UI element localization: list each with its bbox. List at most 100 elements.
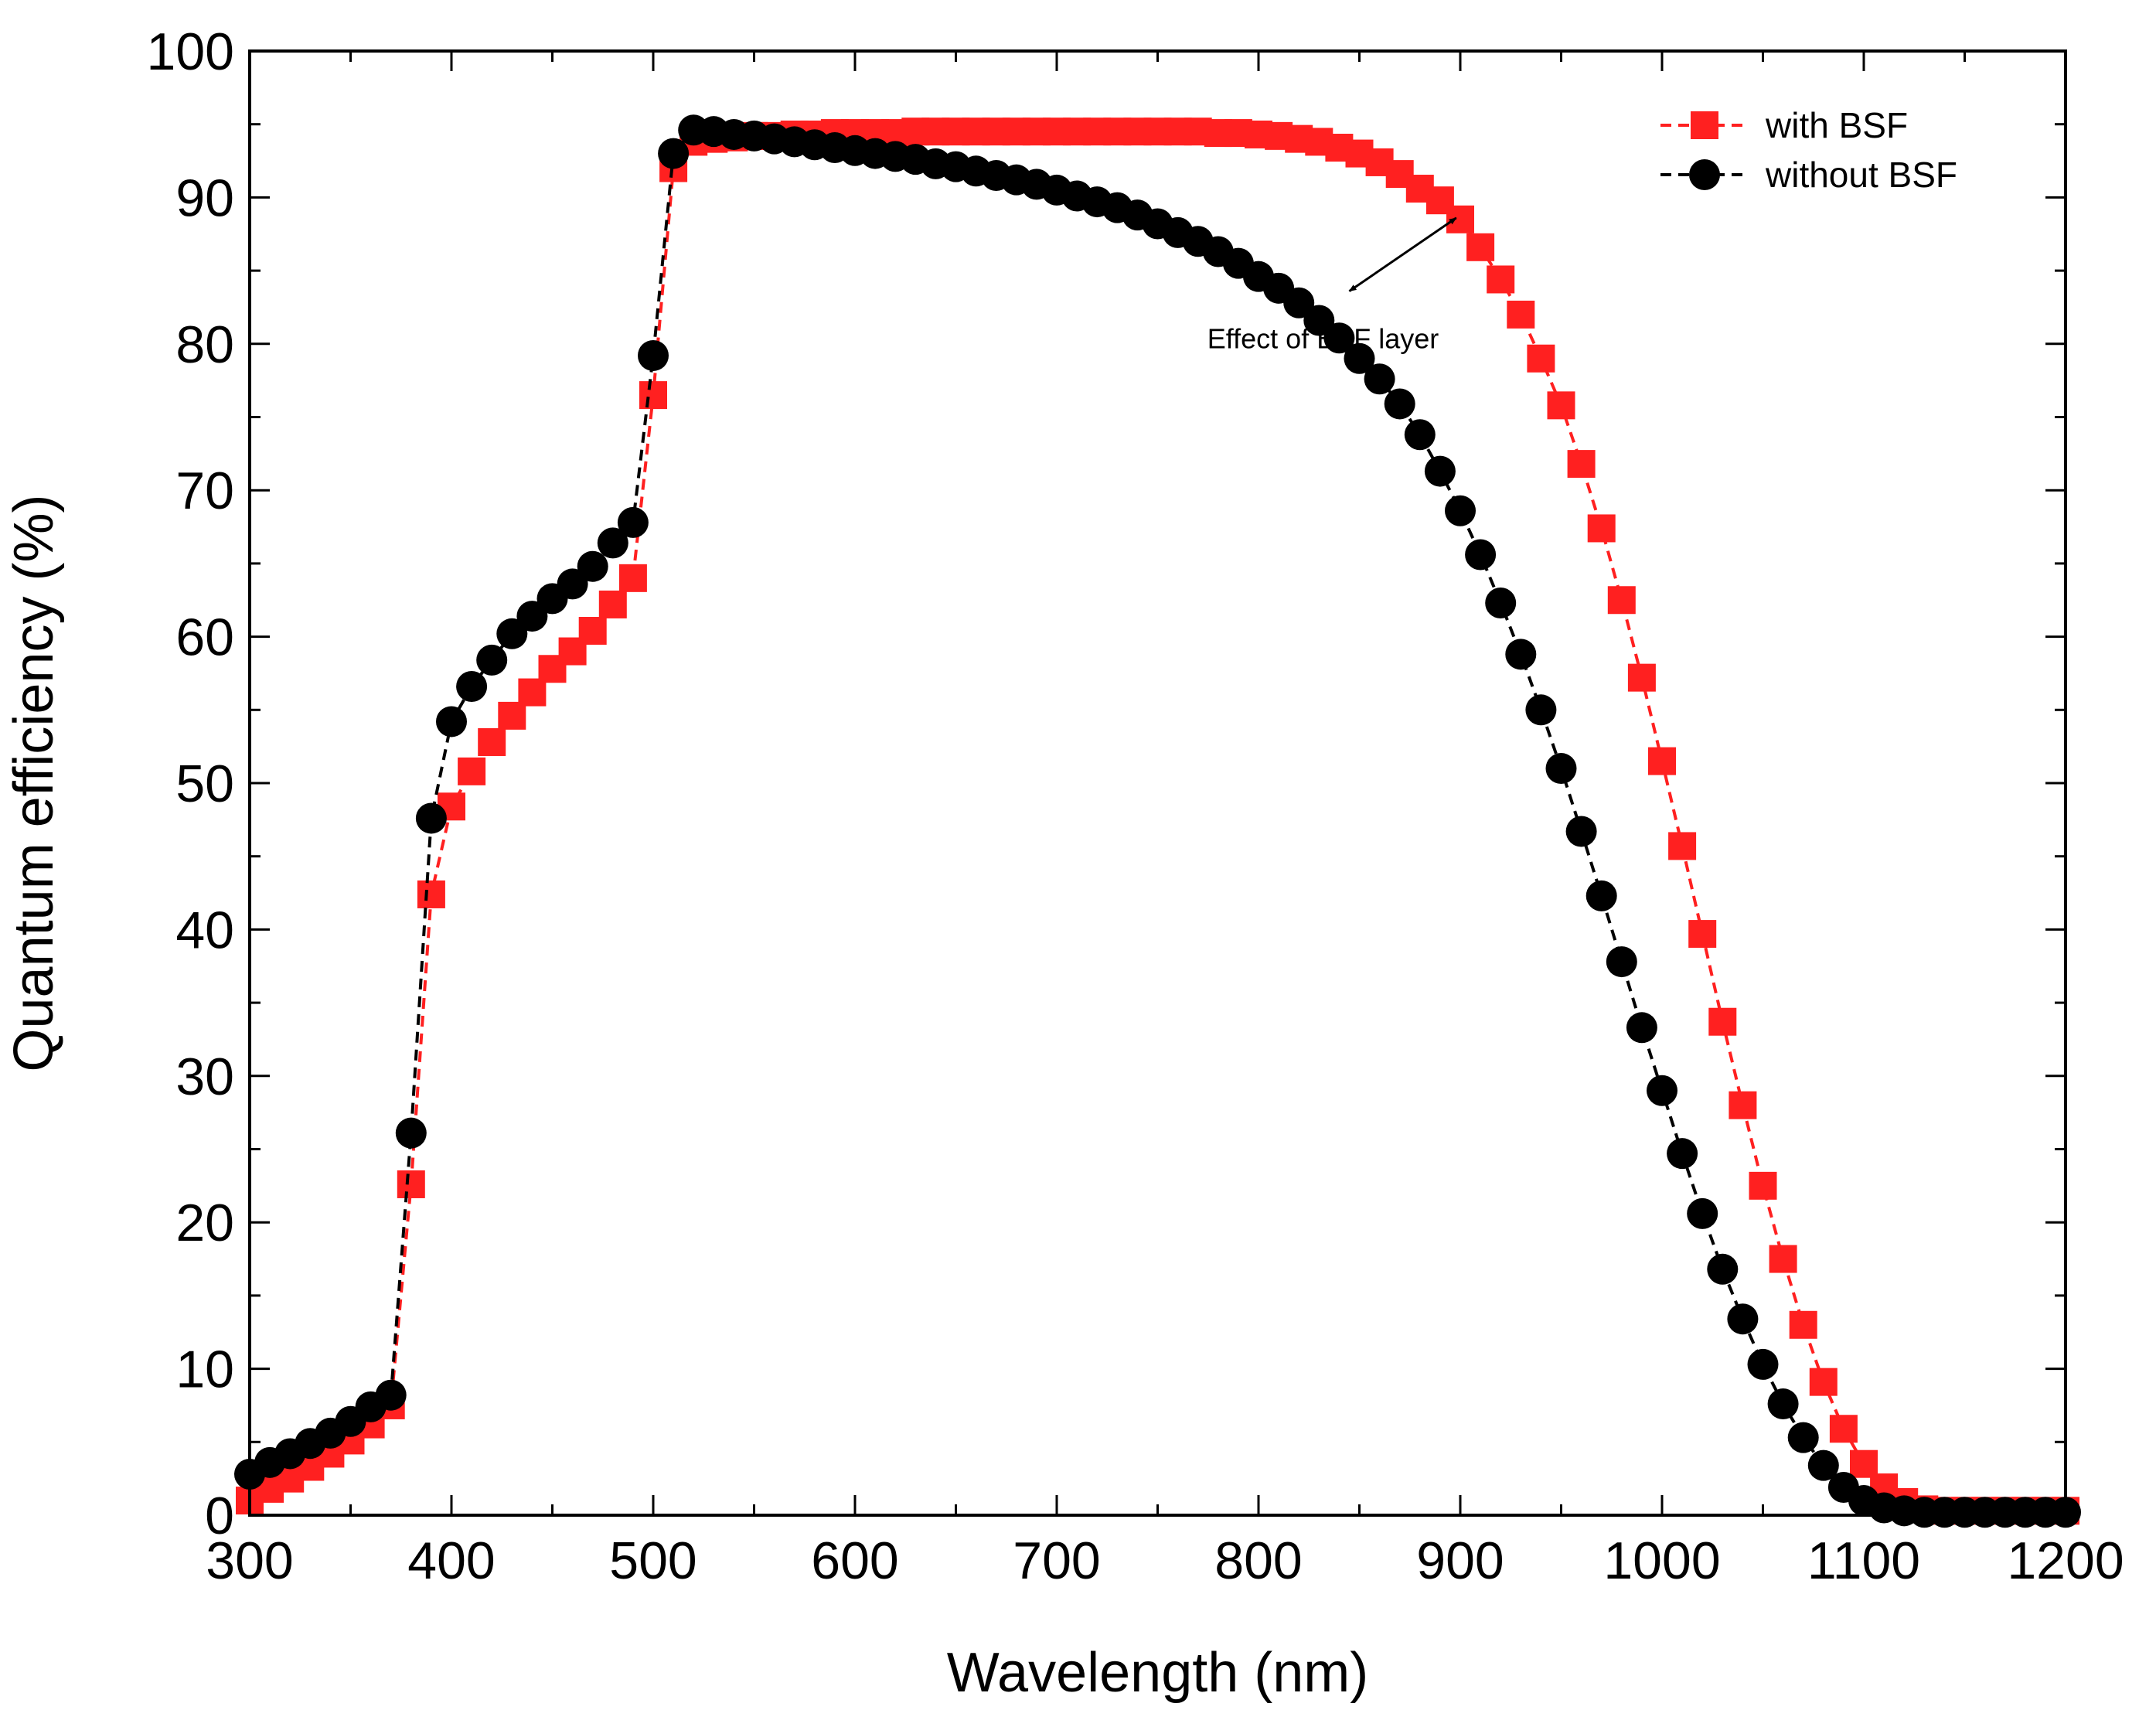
- data-point: [1525, 694, 1557, 726]
- y-tick-label: 40: [175, 901, 234, 959]
- data-point: [578, 617, 607, 645]
- data-point: [617, 506, 649, 538]
- data-point: [1507, 300, 1535, 329]
- data-point: [1384, 388, 1415, 420]
- data-point: [1749, 1171, 1777, 1200]
- legend-marker-square: [1691, 111, 1718, 139]
- y-axis-label: Quantum efficiency (%): [3, 495, 65, 1072]
- data-point: [516, 601, 548, 632]
- data-point: [1626, 1012, 1657, 1044]
- x-tick-label: 500: [609, 1531, 697, 1590]
- x-tick-label: 1000: [1603, 1531, 1720, 1590]
- data-point: [557, 568, 588, 600]
- data-point: [1789, 1310, 1817, 1339]
- y-tick-label: 60: [175, 608, 234, 667]
- x-tick-label: 1200: [2007, 1531, 2124, 1590]
- y-tick-label: 100: [147, 22, 234, 81]
- y-tick-label: 80: [175, 315, 234, 374]
- data-point: [1283, 287, 1315, 318]
- legend-entry-with-bsf: with BSF: [1660, 105, 1908, 145]
- x-tick-label: 600: [811, 1531, 898, 1590]
- data-point: [1807, 1449, 1839, 1481]
- data-point: [1545, 753, 1577, 785]
- data-point: [458, 757, 486, 785]
- data-point: [618, 564, 647, 592]
- data-point: [1687, 1197, 1718, 1229]
- data-point: [1303, 305, 1335, 336]
- legend-entry-without-bsf: without BSF: [1660, 155, 1957, 195]
- x-tick-label: 700: [1013, 1531, 1100, 1590]
- data-point: [436, 706, 467, 737]
- data-point: [1708, 1007, 1737, 1036]
- annotation-arrow: [1348, 216, 1457, 292]
- legend-marker-circle: [1689, 159, 1720, 190]
- data-point: [1747, 1348, 1779, 1380]
- data-point: [1404, 419, 1436, 451]
- data-point: [1547, 391, 1575, 420]
- data-point: [658, 138, 690, 169]
- plot-area-frame: [248, 49, 2067, 1517]
- data-point: [1647, 1075, 1677, 1106]
- y-tick-label: 30: [175, 1047, 234, 1106]
- series-layer: [234, 114, 2081, 1528]
- data-point: [496, 618, 528, 649]
- data-point: [417, 880, 445, 908]
- legend-label-without-bsf: without BSF: [1765, 155, 1957, 195]
- data-point: [476, 644, 508, 676]
- y-tick-label: 0: [205, 1487, 234, 1545]
- data-point: [1767, 1388, 1799, 1420]
- data-point: [1466, 233, 1495, 261]
- annotation-text: Effect of BSF layer: [1207, 322, 1439, 354]
- data-point: [1587, 514, 1616, 543]
- data-point: [1829, 1415, 1858, 1443]
- x-tick-label: 1100: [1807, 1531, 1920, 1590]
- data-point: [1688, 920, 1717, 949]
- data-point: [1567, 450, 1596, 479]
- data-point: [1565, 816, 1597, 847]
- data-point: [1627, 663, 1656, 692]
- legend: with BSF without BSF: [1660, 105, 1957, 195]
- data-point: [1769, 1245, 1797, 1273]
- data-point: [1727, 1303, 1759, 1335]
- data-point: [597, 527, 628, 559]
- data-point: [1527, 344, 1555, 373]
- legend-label-with-bsf: with BSF: [1765, 105, 1908, 145]
- data-point: [415, 802, 447, 834]
- data-point: [498, 701, 526, 730]
- data-point: [598, 590, 627, 618]
- x-tick-label: 800: [1214, 1531, 1302, 1590]
- data-point: [1707, 1253, 1739, 1285]
- data-point: [375, 1379, 407, 1411]
- y-tick-label: 90: [175, 169, 234, 227]
- data-point: [1606, 946, 1637, 978]
- y-tick-label: 10: [175, 1340, 234, 1399]
- data-point: [397, 1170, 425, 1198]
- data-point: [1344, 342, 1375, 374]
- data-point: [1787, 1422, 1819, 1453]
- data-point: [1364, 363, 1395, 395]
- x-axis-label: Wavelength (nm): [947, 1642, 1369, 1704]
- data-point: [1809, 1368, 1838, 1396]
- data-point: [1323, 322, 1355, 354]
- y-tick-label: 50: [175, 754, 234, 813]
- data-point: [577, 550, 608, 582]
- data-point: [1485, 588, 1517, 619]
- series-line: [248, 128, 2066, 1514]
- data-point: [1850, 1449, 1878, 1478]
- data-point: [638, 339, 669, 371]
- data-point: [1465, 539, 1497, 571]
- data-point: [1607, 586, 1636, 615]
- tick-labels: 300 400 500 600 700 800 900 1000 1100 1200 0 10 20 30…: [147, 22, 2124, 1590]
- x-tick-label: 400: [407, 1531, 495, 1590]
- series-with-bsf: [236, 118, 2079, 1525]
- data-point: [1668, 832, 1697, 860]
- data-point: [395, 1117, 427, 1149]
- data-point: [1729, 1091, 1757, 1119]
- series-line: [248, 130, 2066, 1513]
- data-point: [1505, 639, 1537, 670]
- data-point: [1424, 455, 1456, 487]
- data-point: [478, 727, 506, 756]
- data-point: [1446, 205, 1474, 233]
- y-tick-label: 70: [175, 462, 234, 520]
